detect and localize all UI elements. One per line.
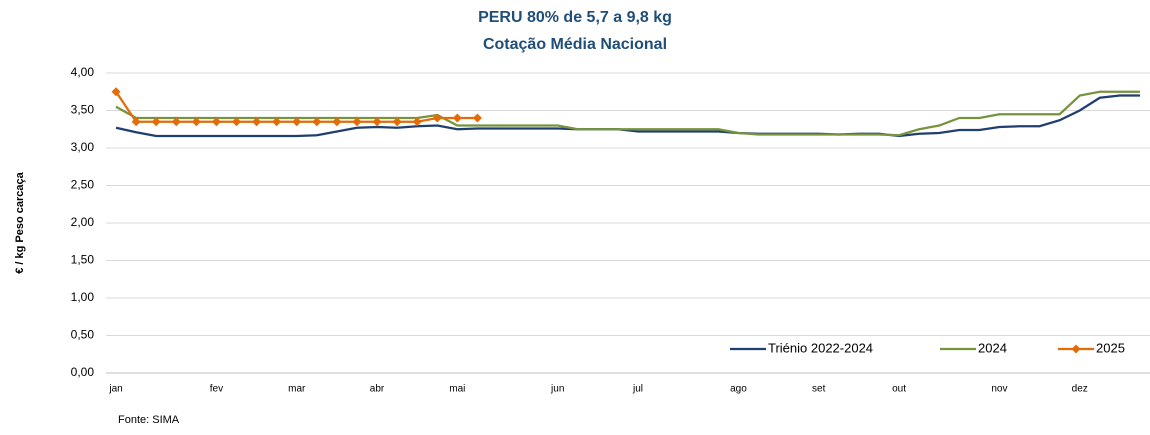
chart-title: PERU 80% de 5,7 a 9,8 kg (478, 9, 672, 26)
x-tick-label: jan (108, 384, 122, 395)
point-marker (472, 113, 482, 123)
y-tick-label: 2,00 (71, 215, 95, 229)
point-marker (272, 117, 282, 127)
point-marker (392, 117, 402, 127)
x-tick-label: out (892, 384, 906, 395)
point-marker (432, 113, 442, 123)
x-tick-label: nov (991, 384, 1007, 395)
x-tick-label: ago (730, 384, 747, 395)
point-marker (111, 87, 121, 97)
point-marker (211, 117, 221, 127)
series-line (115, 90, 1140, 137)
point-marker (252, 117, 262, 127)
point-marker (232, 117, 241, 127)
point-marker (312, 117, 322, 127)
legend-marker (1071, 344, 1081, 354)
chart-subtitle: Cotação Média Nacional (483, 36, 667, 53)
point-marker (131, 117, 141, 127)
legend-label: Triénio 2022-2024 (768, 340, 873, 355)
y-tick-label: 0,50 (71, 328, 95, 342)
point-marker (352, 117, 362, 127)
legend-label: 2025 (1096, 340, 1125, 355)
x-tick-label: jun (550, 384, 564, 395)
point-marker (171, 117, 181, 127)
y-tick-label: 3,00 (71, 140, 95, 154)
x-tick-label: jul (632, 384, 643, 395)
point-marker (412, 117, 422, 127)
x-tick-label: fev (210, 384, 223, 395)
x-tick-label: dez (1072, 384, 1088, 395)
y-tick-label: 0,00 (71, 365, 95, 379)
point-marker (452, 113, 462, 123)
y-tick-label: 1,00 (71, 290, 95, 304)
y-tick-label: 2,50 (71, 178, 95, 192)
point-marker (151, 117, 161, 127)
x-tick-label: mai (449, 384, 465, 395)
point-marker (292, 117, 302, 127)
point-marker (332, 117, 342, 127)
legend-label: 2024 (978, 340, 1007, 355)
source: Fonte: SIMA (118, 414, 180, 426)
x-tick-label: abr (370, 384, 385, 395)
x-tick-label: set (812, 384, 826, 395)
point-marker (372, 117, 382, 127)
x-tick-label: mar (288, 384, 306, 395)
y-tick-label: 1,50 (71, 253, 95, 267)
y-axis-label: € / kg Peso carcaça (14, 171, 26, 273)
point-marker (191, 117, 201, 127)
y-tick-label: 4,00 (71, 65, 95, 79)
y-tick-label: 3,50 (71, 103, 95, 117)
